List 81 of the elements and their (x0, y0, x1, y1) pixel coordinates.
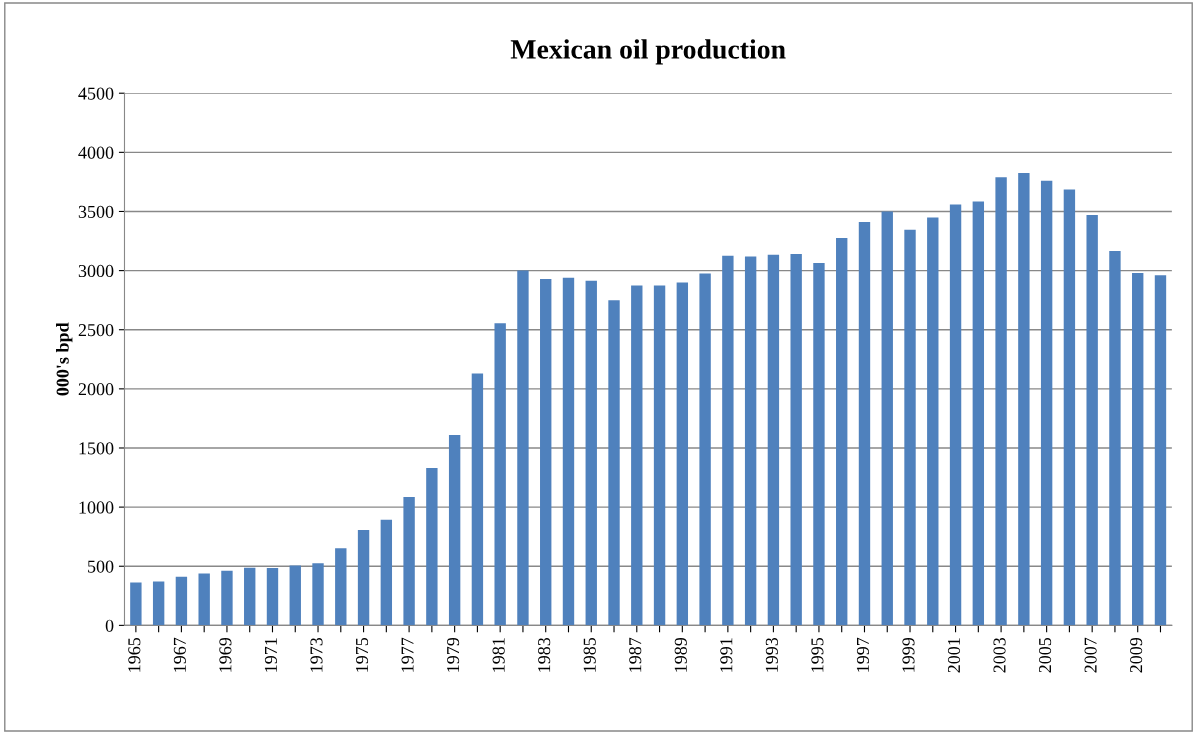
bar (175, 576, 188, 626)
bar (631, 285, 643, 626)
bar (494, 323, 506, 626)
x-tick-label: 1981 (492, 638, 505, 672)
bar (335, 548, 347, 626)
bar (858, 222, 871, 626)
x-tick-label: 1997 (856, 637, 869, 672)
y-tick-label: 2000 (78, 383, 114, 396)
bar (289, 565, 301, 626)
bar (813, 262, 825, 626)
bar (767, 254, 780, 626)
bar (927, 217, 939, 626)
bar (198, 573, 210, 626)
bar (881, 211, 893, 626)
x-tick-label: 1977 (401, 637, 414, 672)
bar (904, 229, 916, 626)
bar (1132, 272, 1144, 626)
x-tick-label: 1983 (538, 637, 551, 672)
bar (221, 570, 233, 626)
y-tick-label: 2500 (78, 323, 114, 337)
x-tick-label: 1995 (811, 637, 824, 672)
bar (1018, 173, 1030, 626)
y-axis-title: 000's bpd (56, 322, 73, 396)
x-tick-label: 1979 (447, 637, 460, 672)
y-tick-label: 500 (88, 560, 114, 573)
y-tick-label: 3000 (78, 264, 114, 278)
bar (1154, 275, 1167, 626)
x-tick-label: 1967 (173, 637, 186, 672)
bar (653, 285, 666, 626)
chart-title: Mexican oil production (510, 39, 786, 65)
bar (995, 177, 1007, 626)
x-tick-label: 1991 (720, 638, 733, 672)
x-tick-label: 2007 (1084, 637, 1097, 673)
y-tick-label: 1500 (79, 442, 114, 455)
bar (426, 468, 438, 626)
x-tick-label: 1989 (674, 637, 687, 672)
bar (244, 567, 256, 626)
bar (380, 519, 393, 626)
y-tick-label: 3500 (78, 205, 114, 218)
bar (1109, 251, 1121, 626)
x-tick-label: 1985 (583, 637, 596, 672)
x-tick-label: 2001 (947, 638, 961, 673)
x-tick-label: 2005 (1038, 637, 1052, 673)
x-tick-label: 1987 (629, 637, 642, 672)
bar (608, 300, 620, 626)
bar (517, 270, 529, 626)
bar (448, 434, 461, 626)
bar (949, 204, 962, 626)
y-tick-label: 0 (105, 619, 114, 632)
bar (585, 280, 597, 626)
y-tick-label: 4500 (78, 87, 114, 100)
x-tick-label: 1993 (765, 637, 778, 672)
x-tick-label: 2009 (1130, 637, 1143, 673)
x-tick-label: 1969 (219, 637, 232, 672)
x-tick-label: 2003 (993, 637, 1006, 673)
y-tick-label: 1000 (79, 501, 114, 514)
y-tick-label: 4000 (78, 146, 114, 159)
bar (471, 373, 484, 626)
bar (540, 278, 552, 626)
bar (403, 497, 415, 626)
x-tick-label: 1971 (264, 638, 278, 672)
bar (1063, 189, 1076, 626)
bar (562, 277, 575, 626)
x-tick-label: 1965 (128, 637, 141, 672)
bar (1040, 180, 1053, 626)
bar (722, 255, 734, 626)
bar (130, 582, 142, 626)
x-tick-label: 1975 (355, 637, 369, 672)
bar (266, 567, 279, 626)
bar (790, 254, 802, 626)
bar (1086, 215, 1098, 626)
bar (744, 256, 757, 626)
bar (152, 581, 165, 626)
bar (357, 530, 370, 626)
x-tick-label: 1999 (902, 637, 915, 672)
bar (699, 273, 711, 626)
bar (836, 238, 848, 626)
bar (676, 282, 689, 626)
x-tick-label: 1973 (310, 637, 323, 672)
bar (312, 563, 324, 626)
bar (972, 201, 985, 626)
